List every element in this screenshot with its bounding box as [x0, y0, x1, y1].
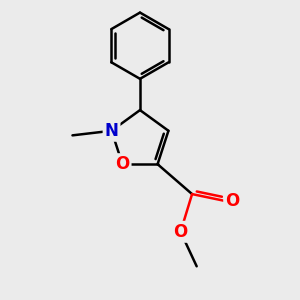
Text: N: N — [105, 122, 118, 140]
Text: O: O — [225, 192, 239, 210]
Text: O: O — [173, 223, 188, 241]
Text: O: O — [115, 155, 130, 173]
